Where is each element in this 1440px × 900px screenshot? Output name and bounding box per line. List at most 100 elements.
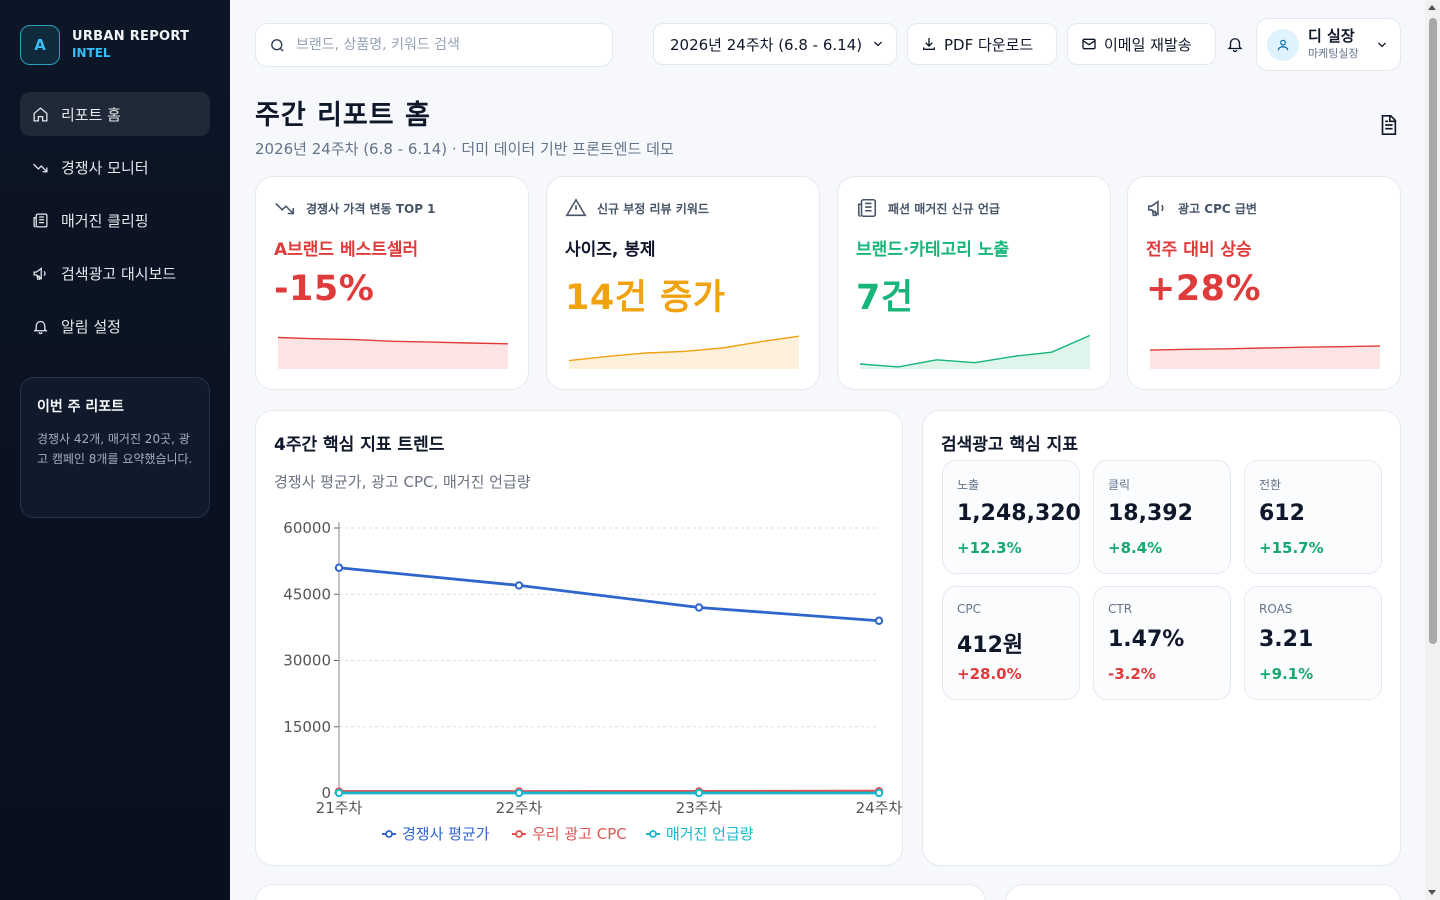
data-point[interactable]	[334, 563, 344, 572]
y-tick-label: 30000	[283, 652, 331, 670]
metric-delta: +8.4%	[1108, 539, 1163, 557]
sidebar-item-magazine-clipping[interactable]: 매거진 클리핑	[20, 198, 210, 242]
page-scrollbar[interactable]	[1425, 0, 1440, 900]
data-point[interactable]	[514, 581, 524, 590]
x-tick-label: 21주차	[316, 799, 363, 817]
data-point[interactable]	[514, 788, 524, 798]
bell-icon	[1227, 38, 1243, 53]
metric-value: 612	[1259, 501, 1305, 526]
summary-text: 경쟁사 42개, 매거진 20곳, 광고 캠페인 8개를 요약했습니다.	[37, 432, 193, 466]
sidebar-item-label: 검색광고 대시보드	[61, 264, 177, 283]
metric-card-ctr[interactable]: CTR 1.47% -3.2%	[1093, 586, 1231, 700]
sparkline-line	[569, 335, 799, 362]
data-point[interactable]	[334, 788, 344, 798]
kpi-sparkline	[278, 336, 508, 369]
resend-email-label: 이메일 재발송	[1104, 35, 1192, 54]
search-box[interactable]	[255, 23, 613, 67]
metric-value: 3.21	[1259, 627, 1314, 652]
brand-title: URBAN REPORT	[72, 29, 190, 44]
search-icon	[271, 38, 284, 52]
y-tick-label: 0	[321, 784, 331, 802]
sidebar-item-report-home[interactable]: 리포트 홈	[20, 92, 210, 136]
scroll-down-arrow[interactable]	[1428, 890, 1436, 895]
metric-value: 1.47%	[1108, 627, 1185, 652]
legend-item[interactable]: 경쟁사 평균가	[402, 825, 490, 843]
resend-email-button[interactable]: 이메일 재발송	[1067, 23, 1216, 65]
trend-panel: 60000 45000 30000 15000 0 21주차 22주차 23주차 24주차 경쟁사…	[255, 410, 903, 866]
metric-card-impressions[interactable]: 노출 1,248,320 +12.3%	[942, 460, 1081, 574]
metric-card-cpc[interactable]: CPC 412원 +28.0%	[942, 586, 1080, 700]
y-tick-label: 15000	[283, 718, 331, 736]
pdf-download-button[interactable]: PDF 다운로드	[907, 23, 1057, 65]
metric-card-clicks[interactable]: 클릭 18,392 +8.4%	[1093, 460, 1231, 574]
metric-label: ROAS	[1259, 602, 1293, 616]
sidebar-item-search-ads[interactable]: 검색광고 대시보드	[20, 251, 210, 295]
kpi-card-negative-reviews[interactable]: 신규 부정 리뷰 키워드 사이즈, 봉제 14건 증가	[546, 176, 820, 390]
legend-item[interactable]: 매거진 언급량	[666, 825, 754, 843]
metric-card-conversions[interactable]: 전환 612 +15.7%	[1244, 460, 1382, 574]
profile-name: 디 실장	[1308, 26, 1355, 45]
sidebar-item-competitor-monitor[interactable]: 경쟁사 모니터	[20, 145, 210, 189]
kpi-label: 신규 부정 리뷰 키워드	[597, 201, 709, 216]
trend-title: 4주간 핵심 지표 트렌드	[274, 435, 445, 455]
trend-subtitle: 경쟁사 평균가, 광고 CPC, 매거진 언급량	[274, 473, 531, 491]
kpi-sparkline	[1150, 345, 1380, 369]
metric-label: CPC	[957, 602, 981, 616]
report-document-button[interactable]	[1377, 113, 1399, 141]
legend-item[interactable]: 우리 광고 CPC	[532, 825, 627, 843]
sidebar-item-alert-settings[interactable]: 알림 설정	[20, 304, 210, 348]
week-select-value: 2026년 24주차 (6.8 - 6.14)	[670, 35, 863, 54]
data-point[interactable]	[694, 603, 704, 612]
data-point[interactable]	[874, 616, 884, 625]
chevron-down-icon	[874, 41, 882, 47]
data-point[interactable]	[874, 788, 884, 798]
metric-card-roas[interactable]: ROAS 3.21 +9.1%	[1244, 586, 1382, 700]
sparkline-area	[569, 336, 799, 369]
bottom-card-right	[1005, 884, 1401, 900]
scroll-thumb[interactable]	[1429, 18, 1437, 644]
trend-down-icon	[275, 202, 295, 215]
kpi-value: 14건 증가	[565, 278, 726, 318]
scroll-up-arrow[interactable]	[1428, 5, 1436, 10]
sidebar-item-label: 매거진 클리핑	[61, 211, 149, 230]
metric-delta: +15.7%	[1259, 539, 1324, 557]
data-point[interactable]	[694, 788, 704, 798]
sparkline-area	[1150, 345, 1380, 369]
kpi-label: 패션 매거진 신규 언급	[888, 201, 1000, 216]
y-tick-label: 45000	[283, 585, 331, 603]
sparkline-area	[860, 335, 1090, 369]
newspaper-icon	[857, 198, 877, 218]
avatar	[1267, 28, 1299, 61]
kpi-value: -15%	[274, 269, 375, 309]
series-line	[338, 566, 880, 623]
download-icon	[923, 38, 935, 50]
brand-logo[interactable]: A URBAN REPORT INTEL	[20, 25, 189, 65]
brand-subtitle: INTEL	[72, 46, 111, 60]
search-input[interactable]	[296, 37, 596, 53]
profile-menu[interactable]: 디 실장 마케팅실장	[1256, 18, 1401, 71]
logo-mark: A	[20, 25, 60, 65]
metric-value: 1,248,320	[957, 501, 1081, 526]
summary-title: 이번 주 리포트	[37, 399, 125, 415]
weekly-summary-card: 이번 주 리포트 경쟁사 42개, 매거진 20곳, 광고 캠페인 8개를 요약…	[20, 377, 210, 518]
kpi-card-competitor-price[interactable]: 경쟁사 가격 변동 TOP 1 A브랜드 베스트셀러 -15%	[255, 176, 529, 390]
x-tick-label: 24주차	[856, 799, 903, 817]
metric-label: 전환	[1259, 478, 1282, 492]
kpi-value: 7건	[856, 278, 914, 318]
sparkline-line	[1150, 345, 1380, 351]
metric-label: CTR	[1108, 602, 1133, 616]
pdf-download-label: PDF 다운로드	[944, 35, 1034, 54]
bell-icon	[33, 320, 48, 334]
kpi-sparkline	[569, 335, 799, 369]
legend-marker-dot	[385, 830, 393, 838]
y-tick-label: 60000	[283, 519, 331, 537]
notifications-button[interactable]	[1226, 35, 1246, 55]
kpi-card-ad-cpc[interactable]: 광고 CPC 급변 전주 대비 상승 +28%	[1127, 176, 1401, 390]
mail-icon	[1082, 38, 1096, 50]
week-select[interactable]: 2026년 24주차 (6.8 - 6.14)	[653, 23, 897, 65]
kpi-card-magazine-mentions[interactable]: 패션 매거진 신규 언급 브랜드·카테고리 노출 7건	[837, 176, 1111, 390]
sidebar-nav: 리포트 홈 경쟁사 모니터 매거진 클리핑 검색광고 대시보드 알림 설정	[20, 92, 210, 357]
metric-delta: -3.2%	[1108, 665, 1156, 683]
x-tick-label: 22주차	[496, 799, 543, 817]
trend-down-icon	[32, 163, 48, 172]
